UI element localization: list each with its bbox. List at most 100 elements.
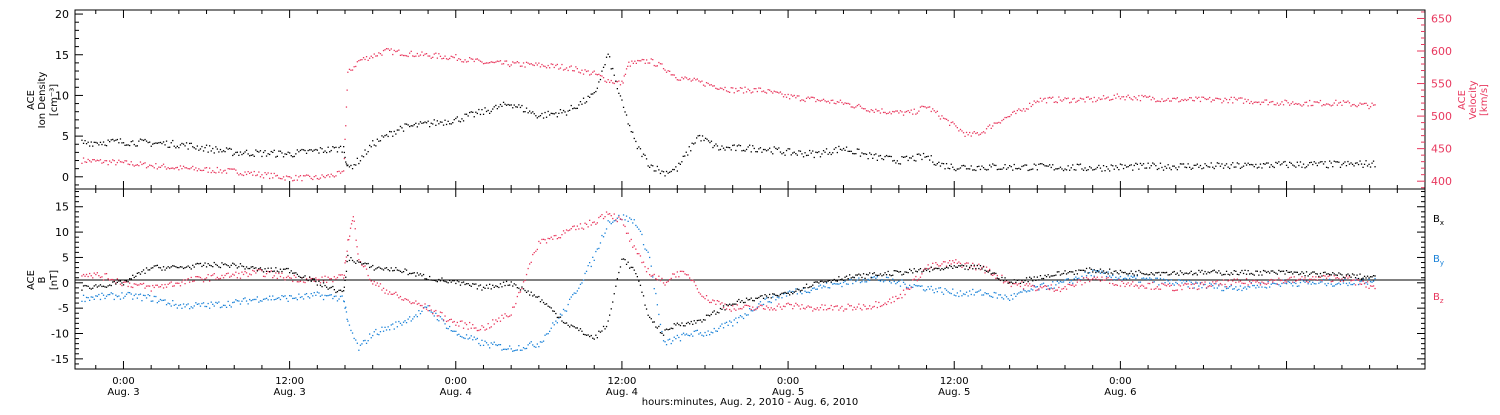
data-point-bz <box>1075 284 1077 286</box>
data-point-series <box>1342 162 1345 165</box>
data-point-series <box>1213 167 1215 170</box>
data-point-bz <box>1353 279 1355 281</box>
data-point-bz <box>1215 281 1217 283</box>
data-point-by <box>1245 288 1248 290</box>
data-point-by <box>381 326 383 328</box>
data-point-series <box>604 80 606 82</box>
data-point-bx <box>992 272 994 274</box>
data-point-series <box>85 143 88 145</box>
data-point-bz <box>479 328 482 331</box>
data-point-series <box>1356 162 1358 164</box>
data-point-bz <box>453 320 455 323</box>
data-point-series <box>359 59 362 61</box>
data-point-series <box>1159 162 1162 164</box>
data-point-bz <box>405 298 408 301</box>
data-point-by <box>632 222 634 224</box>
data-point-bz <box>1139 285 1142 287</box>
data-point-series <box>444 55 446 57</box>
data-point-bx <box>889 274 891 276</box>
data-point-bx <box>559 316 562 318</box>
data-point-bx <box>976 264 978 267</box>
data-point-series <box>873 111 875 113</box>
data-point-series <box>315 148 317 151</box>
data-point-bz <box>1141 284 1143 286</box>
data-point-by <box>725 321 728 323</box>
x-tick-time-label: 0:00 <box>777 376 799 387</box>
data-point-by <box>1350 283 1352 286</box>
data-point-by <box>407 318 409 320</box>
data-point-bx <box>313 278 315 280</box>
data-point-bx <box>1110 272 1112 274</box>
data-point-series <box>629 124 631 127</box>
data-point-series <box>830 99 832 102</box>
data-point-series <box>658 61 660 64</box>
data-point-by <box>261 300 263 302</box>
data-point-by <box>1101 270 1103 272</box>
data-point-series <box>881 158 883 160</box>
data-point-bz <box>379 283 382 285</box>
data-point-series <box>945 163 948 165</box>
data-point-by <box>1110 276 1112 279</box>
data-point-series <box>435 124 437 126</box>
data-point-series <box>1158 100 1160 102</box>
data-point-series <box>527 62 529 64</box>
data-point-bx <box>489 283 491 285</box>
data-point-by <box>299 296 302 299</box>
data-point-by <box>356 342 358 344</box>
data-point-bx <box>629 267 631 269</box>
data-point-bz <box>1360 283 1363 285</box>
data-point-by <box>1115 276 1117 278</box>
data-point-bx <box>124 279 126 282</box>
data-point-by <box>345 306 347 308</box>
data-point-bx <box>1085 267 1088 270</box>
data-point-bx <box>753 300 755 302</box>
data-point-bz <box>615 219 617 221</box>
data-point-by <box>432 312 434 314</box>
data-point-series <box>812 96 814 98</box>
data-point-by <box>876 276 878 278</box>
field-axis-label-line-2: B <box>37 276 48 283</box>
data-point-bx <box>326 286 328 288</box>
data-point-series <box>382 136 385 138</box>
data-point-by <box>615 219 617 222</box>
data-point-bx <box>341 290 343 293</box>
data-point-series <box>549 67 551 69</box>
data-point-by <box>805 291 808 293</box>
data-point-bz <box>521 287 523 290</box>
data-point-by <box>430 311 432 313</box>
data-point-by <box>1055 284 1057 286</box>
data-point-bx <box>1371 276 1373 278</box>
data-point-bx <box>1256 270 1258 272</box>
data-point-series <box>964 165 966 167</box>
data-point-series <box>821 153 823 155</box>
data-point-by <box>1239 285 1242 287</box>
data-point-bz <box>462 327 465 329</box>
data-point-bz <box>159 286 162 288</box>
data-point-series <box>212 147 214 150</box>
data-point-by <box>842 281 845 284</box>
data-point-bx <box>187 265 189 267</box>
data-point-bx <box>1315 273 1317 275</box>
data-point-bz <box>1087 278 1089 280</box>
data-point-by <box>370 337 372 339</box>
data-point-by <box>589 262 591 264</box>
data-point-series <box>379 53 382 55</box>
data-point-series <box>992 125 994 127</box>
data-point-series <box>807 96 809 98</box>
data-point-bz <box>124 281 126 283</box>
data-point-bz <box>199 276 202 279</box>
data-point-bz <box>1033 286 1035 288</box>
data-point-bx <box>995 272 997 275</box>
velocity-tick-label: 550 <box>1431 78 1452 91</box>
data-point-bz <box>558 237 560 239</box>
data-point-bx <box>101 285 103 288</box>
data-point-series <box>1030 168 1032 171</box>
data-point-series <box>241 174 243 176</box>
data-point-bx <box>82 285 85 287</box>
data-point-series <box>1032 168 1034 170</box>
data-point-by <box>525 347 528 350</box>
data-point-by <box>1330 283 1332 285</box>
data-point-series <box>112 138 114 141</box>
data-point-by <box>555 320 557 322</box>
data-point-series <box>165 168 168 170</box>
